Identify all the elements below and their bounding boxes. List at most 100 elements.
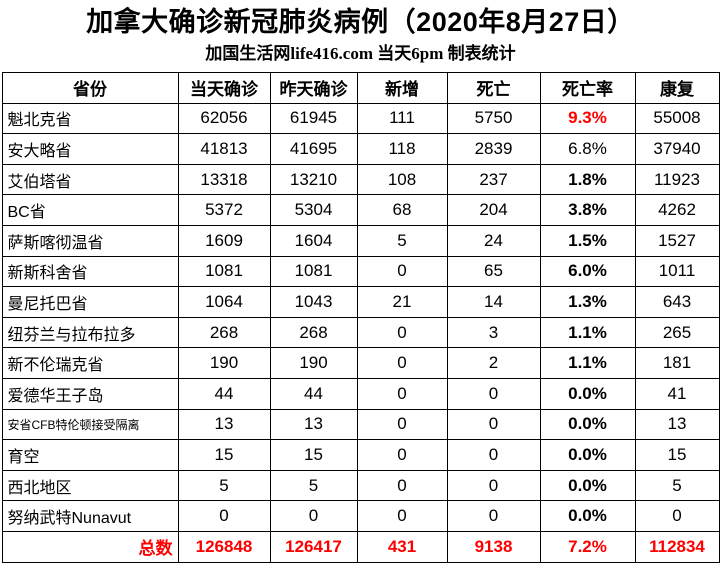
recovered-cell: 181 — [634, 347, 720, 379]
yesterday-confirmed-cell: 0 — [269, 500, 358, 532]
today-confirmed-cell: 44 — [177, 377, 271, 410]
recovered-cell: 1527 — [634, 224, 720, 257]
new-cases-cell: 0 — [356, 439, 448, 471]
deaths-cell: 2839 — [446, 133, 541, 165]
recovered-cell: 4262 — [634, 194, 720, 226]
today-confirmed-cell: 15 — [177, 439, 271, 471]
today-confirmed-cell: 5 — [177, 469, 271, 502]
yesterday-confirmed-cell: 1043 — [269, 286, 358, 318]
table-row: 安大略省 41813 41695 118 2839 6.8% 37940 — [1, 133, 720, 165]
recovered-cell: 55008 — [634, 102, 720, 135]
death-rate-cell: 0.0% — [539, 439, 636, 471]
today-confirmed-cell: 41813 — [177, 133, 271, 165]
new-cases-cell: 111 — [356, 102, 448, 135]
yesterday-confirmed-cell: 1081 — [269, 255, 358, 288]
province-cell: 纽芬兰与拉布拉多 — [1, 316, 179, 349]
deaths-cell: 3 — [446, 316, 541, 349]
province-cell: 爱德华王子岛 — [1, 377, 179, 410]
deaths-cell: 0 — [446, 377, 541, 410]
new-cases-cell: 0 — [356, 347, 448, 379]
today-confirmed-cell: 190 — [177, 347, 271, 379]
province-cell: 萨斯喀彻温省 — [1, 224, 179, 257]
table-row: 魁北克省 62056 61945 111 5750 9.3% 55008 — [1, 102, 720, 135]
yesterday-confirmed-cell: 61945 — [269, 102, 358, 135]
province-cell: 总数 — [1, 530, 179, 563]
today-confirmed-cell: 13 — [177, 408, 271, 441]
recovered-cell: 5 — [634, 469, 720, 502]
new-cases-cell: 118 — [356, 133, 448, 165]
deaths-cell: 0 — [446, 408, 541, 441]
table-row: 努纳武特Nunavut 0 0 0 0 0.0% 0 — [1, 500, 720, 532]
yesterday-confirmed-cell: 41695 — [269, 133, 358, 165]
death-rate-cell: 1.1% — [539, 316, 636, 349]
yesterday-confirmed-cell: 190 — [269, 347, 358, 379]
yesterday-confirmed-cell: 15 — [269, 439, 358, 471]
recovered-cell: 15 — [634, 439, 720, 471]
deaths-cell: 9138 — [446, 530, 541, 563]
today-confirmed-cell: 268 — [177, 316, 271, 349]
new-cases-cell: 0 — [356, 408, 448, 441]
province-cell: 艾伯塔省 — [1, 163, 179, 196]
today-confirmed-cell: 1609 — [177, 224, 271, 257]
page-title: 加拿大确诊新冠肺炎病例（2020年8月27日） — [86, 7, 635, 37]
table-row: 纽芬兰与拉布拉多 268 268 0 3 1.1% 265 — [1, 316, 720, 349]
table-row: 新不伦瑞克省 190 190 0 2 1.1% 181 — [1, 347, 720, 379]
death-rate-cell: 9.3% — [539, 102, 636, 135]
death-rate-cell: 6.8% — [539, 133, 636, 165]
column-header-recovered: 康复 — [634, 72, 720, 104]
column-header-new-cases: 新增 — [356, 72, 448, 104]
death-rate-cell: 1.1% — [539, 347, 636, 379]
yesterday-confirmed-cell: 126417 — [269, 530, 358, 563]
province-cell: 新斯科舍省 — [1, 255, 179, 288]
page-subtitle: 加国生活网life416.com 当天6pm 制表统计 — [205, 44, 516, 63]
today-confirmed-cell: 1064 — [177, 286, 271, 318]
death-rate-cell: 7.2% — [539, 530, 636, 563]
recovered-cell: 0 — [634, 500, 720, 532]
today-confirmed-cell: 5372 — [177, 194, 271, 226]
new-cases-cell: 21 — [356, 286, 448, 318]
recovered-cell: 13 — [634, 408, 720, 441]
death-rate-cell: 0.0% — [539, 469, 636, 502]
province-cell: BC省 — [1, 194, 179, 226]
recovered-cell: 1011 — [634, 255, 720, 288]
deaths-cell: 0 — [446, 469, 541, 502]
column-header-province: 省份 — [1, 72, 179, 104]
table-row: BC省 5372 5304 68 204 3.8% 4262 — [1, 194, 720, 226]
column-header-today-confirmed: 当天确诊 — [177, 72, 271, 104]
death-rate-cell: 6.0% — [539, 255, 636, 288]
column-header-death-rate: 死亡率 — [539, 72, 636, 104]
yesterday-confirmed-cell: 13 — [269, 408, 358, 441]
death-rate-cell: 0.0% — [539, 408, 636, 441]
table-header-row: 省份 当天确诊 昨天确诊 新增 死亡 死亡率 康复 — [1, 72, 720, 104]
deaths-cell: 2 — [446, 347, 541, 379]
yesterday-confirmed-cell: 13210 — [269, 163, 358, 196]
deaths-cell: 65 — [446, 255, 541, 288]
new-cases-cell: 108 — [356, 163, 448, 196]
recovered-cell: 11923 — [634, 163, 720, 196]
today-confirmed-cell: 0 — [177, 500, 271, 532]
province-cell: 新不伦瑞克省 — [1, 347, 179, 379]
new-cases-cell: 0 — [356, 316, 448, 349]
new-cases-cell: 5 — [356, 224, 448, 257]
province-cell: 育空 — [1, 439, 179, 471]
deaths-cell: 5750 — [446, 102, 541, 135]
today-confirmed-cell: 62056 — [177, 102, 271, 135]
table-row: 萨斯喀彻温省 1609 1604 5 24 1.5% 1527 — [1, 224, 720, 257]
death-rate-cell: 1.5% — [539, 224, 636, 257]
province-cell: 西北地区 — [1, 469, 179, 502]
new-cases-cell: 0 — [356, 255, 448, 288]
table-row: 育空 15 15 0 0 0.0% 15 — [1, 439, 720, 471]
province-cell: 努纳武特Nunavut — [1, 500, 179, 532]
today-confirmed-cell: 1081 — [177, 255, 271, 288]
deaths-cell: 0 — [446, 439, 541, 471]
table-row: 西北地区 5 5 0 0 0.0% 5 — [1, 469, 720, 502]
yesterday-confirmed-cell: 268 — [269, 316, 358, 349]
new-cases-cell: 68 — [356, 194, 448, 226]
new-cases-cell: 0 — [356, 469, 448, 502]
recovered-cell: 643 — [634, 286, 720, 318]
column-header-yesterday-confirmed: 昨天确诊 — [269, 72, 358, 104]
column-header-deaths: 死亡 — [446, 72, 541, 104]
province-cell: 曼尼托巴省 — [1, 286, 179, 318]
deaths-cell: 204 — [446, 194, 541, 226]
table-row: 新斯科舍省 1081 1081 0 65 6.0% 1011 — [1, 255, 720, 288]
